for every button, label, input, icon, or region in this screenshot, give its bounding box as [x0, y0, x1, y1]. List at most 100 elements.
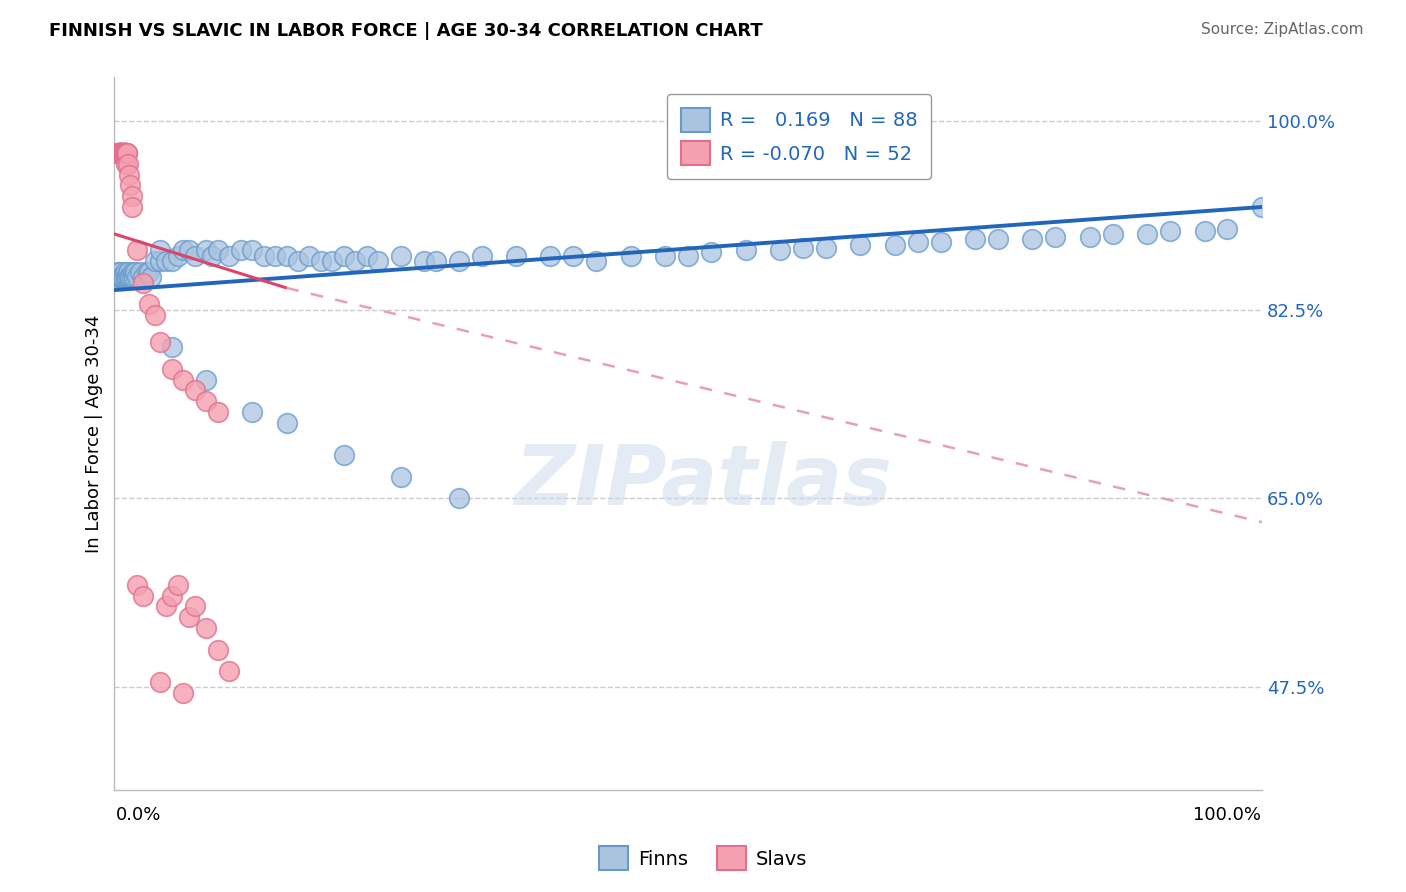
- Point: [110, 146, 132, 161]
- Point: [108, 146, 131, 161]
- Point: [471, 248, 494, 262]
- Point: [425, 254, 447, 268]
- Point: [132, 276, 155, 290]
- Point: [107, 265, 129, 279]
- Point: [447, 254, 470, 268]
- Point: [108, 146, 131, 161]
- Point: [108, 146, 131, 161]
- Point: [769, 243, 792, 257]
- Point: [121, 189, 143, 203]
- Point: [1021, 232, 1043, 246]
- Point: [1216, 221, 1239, 235]
- Point: [849, 237, 872, 252]
- Point: [149, 334, 172, 349]
- Point: [111, 270, 134, 285]
- Point: [115, 270, 138, 285]
- Point: [309, 254, 332, 268]
- Text: ZIPatlas: ZIPatlas: [515, 442, 891, 522]
- Point: [149, 254, 172, 268]
- Point: [115, 146, 138, 161]
- Point: [620, 248, 643, 262]
- Point: [132, 270, 155, 285]
- Point: [792, 241, 814, 255]
- Point: [195, 243, 218, 257]
- Point: [240, 243, 263, 257]
- Point: [177, 610, 200, 624]
- Point: [110, 146, 132, 161]
- Point: [127, 270, 149, 285]
- Point: [356, 248, 378, 262]
- Point: [201, 248, 224, 262]
- Point: [367, 254, 389, 268]
- Point: [562, 248, 585, 262]
- Point: [115, 157, 138, 171]
- Text: 100.0%: 100.0%: [1192, 806, 1261, 824]
- Point: [118, 270, 141, 285]
- Point: [654, 248, 676, 262]
- Point: [112, 146, 135, 161]
- Point: [139, 270, 162, 285]
- Point: [120, 178, 142, 193]
- Point: [108, 146, 131, 161]
- Point: [127, 243, 149, 257]
- Point: [734, 243, 756, 257]
- Point: [344, 254, 367, 268]
- Point: [114, 265, 136, 279]
- Point: [218, 248, 240, 262]
- Point: [138, 265, 160, 279]
- Point: [287, 254, 309, 268]
- Legend: R =   0.169   N = 88, R = -0.070   N = 52: R = 0.169 N = 88, R = -0.070 N = 52: [666, 95, 931, 178]
- Point: [1159, 224, 1181, 238]
- Point: [120, 270, 142, 285]
- Point: [195, 621, 218, 635]
- Point: [883, 237, 905, 252]
- Point: [1101, 227, 1123, 241]
- Point: [207, 243, 229, 257]
- Point: [132, 589, 155, 603]
- Point: [585, 254, 607, 268]
- Point: [172, 373, 194, 387]
- Point: [117, 265, 139, 279]
- Point: [138, 297, 160, 311]
- Point: [389, 470, 412, 484]
- Point: [111, 146, 134, 161]
- Point: [117, 157, 139, 171]
- Point: [160, 254, 183, 268]
- Point: [115, 146, 138, 161]
- Point: [143, 308, 166, 322]
- Point: [447, 491, 470, 506]
- Point: [276, 416, 298, 430]
- Point: [963, 232, 986, 246]
- Point: [121, 200, 143, 214]
- Point: [160, 340, 183, 354]
- Point: [218, 664, 240, 678]
- Point: [127, 578, 149, 592]
- Point: [1045, 230, 1067, 244]
- Point: [160, 589, 183, 603]
- Point: [177, 243, 200, 257]
- Point: [160, 362, 183, 376]
- Point: [149, 674, 172, 689]
- Point: [110, 146, 132, 161]
- Point: [505, 248, 527, 262]
- Point: [276, 248, 298, 262]
- Point: [114, 146, 136, 161]
- Point: [321, 254, 343, 268]
- Point: [121, 270, 143, 285]
- Legend: Finns, Slavs: Finns, Slavs: [591, 838, 815, 878]
- Text: 0.0%: 0.0%: [115, 806, 160, 824]
- Point: [540, 248, 562, 262]
- Point: [111, 146, 134, 161]
- Point: [112, 146, 135, 161]
- Point: [110, 146, 132, 161]
- Point: [105, 146, 128, 161]
- Point: [112, 270, 135, 285]
- Point: [1194, 224, 1216, 238]
- Point: [229, 243, 252, 257]
- Point: [121, 265, 143, 279]
- Point: [676, 248, 699, 262]
- Point: [1251, 200, 1274, 214]
- Point: [264, 248, 287, 262]
- Point: [108, 270, 131, 285]
- Point: [108, 146, 131, 161]
